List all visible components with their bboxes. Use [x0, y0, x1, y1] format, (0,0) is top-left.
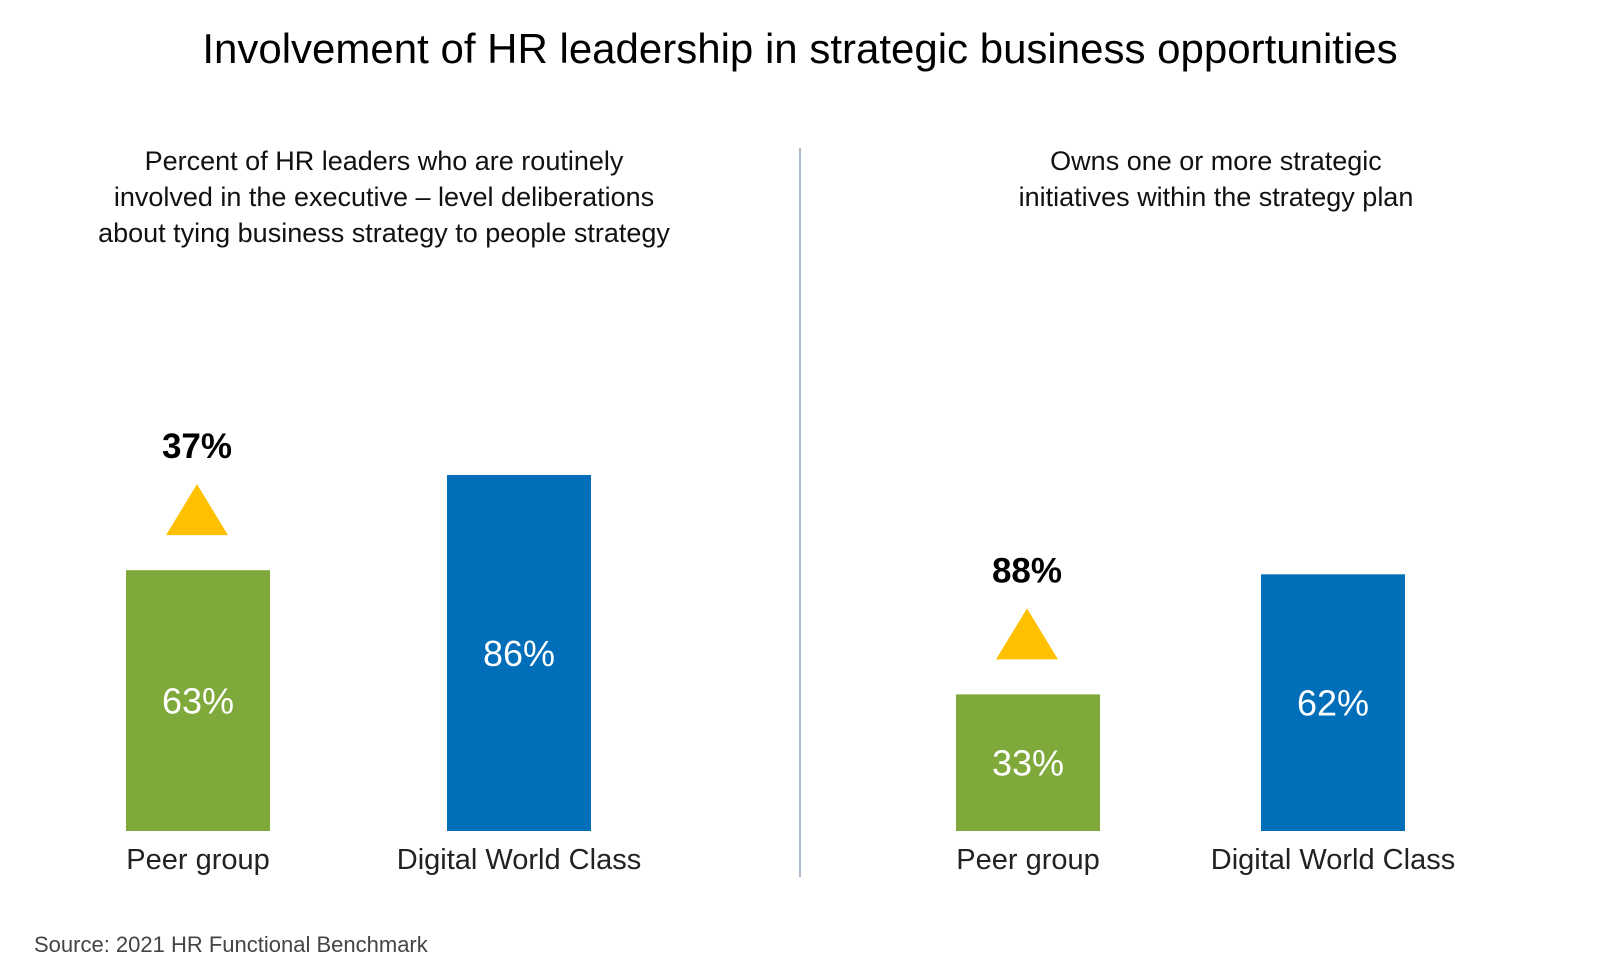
- panel-subtitle-line: about tying business strategy to people …: [98, 218, 670, 248]
- up-triangle-icon: [166, 484, 228, 536]
- bar-value-label: 62%: [1297, 683, 1369, 724]
- panel-subtitle-line: Percent of HR leaders who are routinely: [145, 146, 624, 176]
- peer-group-bar: [956, 694, 1100, 831]
- gap-annotation-label: 88%: [992, 551, 1062, 590]
- category-label: Digital World Class: [1211, 844, 1455, 876]
- digital-world-class-bar: [1261, 574, 1405, 831]
- panel-subtitle-line: initiatives within the strategy plan: [1019, 182, 1414, 212]
- category-label: Peer group: [956, 844, 1100, 876]
- bar-value-label: 63%: [162, 681, 234, 722]
- up-triangle-icon: [996, 608, 1058, 660]
- gap-annotation-label: 37%: [162, 427, 232, 466]
- bar-value-label: 33%: [992, 743, 1064, 784]
- panel-subtitle-line: involved in the executive – level delibe…: [114, 182, 654, 212]
- chart-title: Involvement of HR leadership in strategi…: [202, 25, 1397, 72]
- digital-world-class-bar: [447, 474, 591, 831]
- bar-value-label: 86%: [483, 633, 555, 674]
- peer-group-bar: [126, 570, 270, 831]
- category-label: Digital World Class: [397, 844, 641, 876]
- category-label: Peer group: [126, 844, 270, 876]
- panel-subtitle-line: Owns one or more strategic: [1050, 146, 1382, 176]
- source-note: Source: 2021 HR Functional Benchmark: [34, 932, 429, 957]
